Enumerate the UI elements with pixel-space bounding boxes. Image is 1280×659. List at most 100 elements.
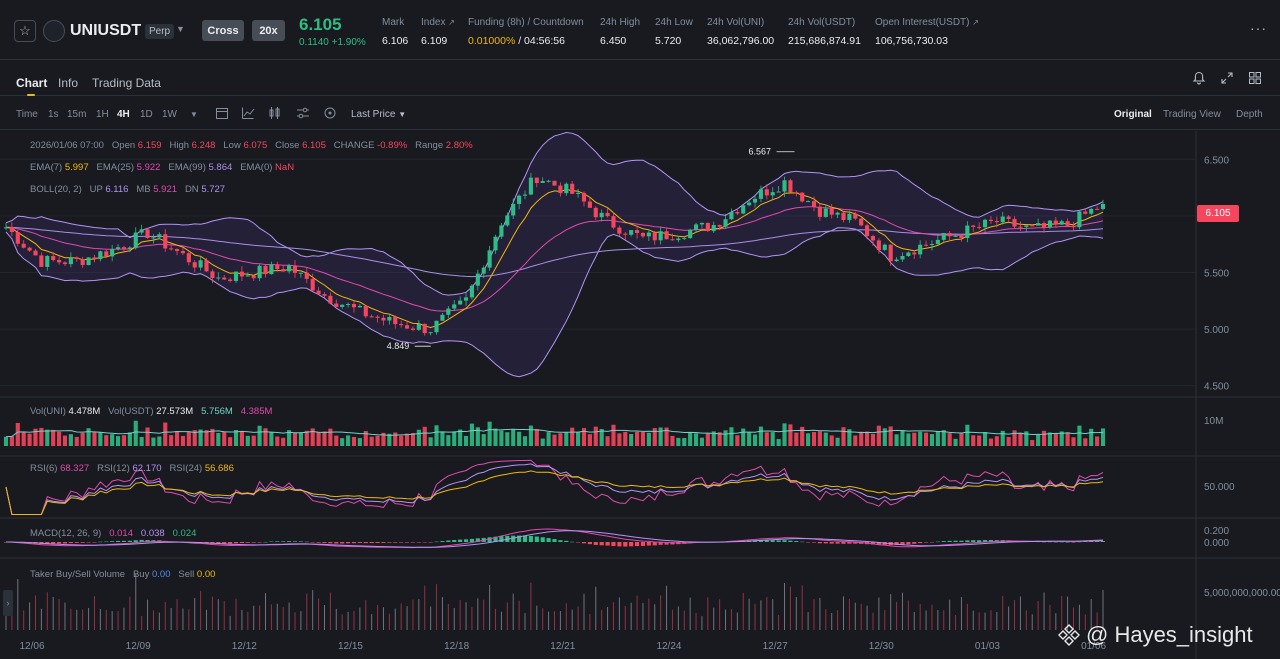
volume-bar [581, 428, 587, 446]
volume-bar [198, 429, 203, 446]
macd-histogram-bar [239, 542, 244, 544]
panel-collapse-handle[interactable]: › [3, 590, 13, 616]
volume-bar [104, 435, 109, 446]
price-axis-label: 5.000 [1204, 325, 1229, 336]
price-type-select[interactable]: Last Price ▼ [351, 109, 407, 120]
candle-body [1089, 208, 1094, 214]
volume-bar [770, 432, 775, 446]
candle-body [275, 264, 280, 270]
symbol-dropdown-icon[interactable]: ▼ [176, 24, 185, 34]
volume-bar [823, 432, 828, 446]
interval-1h[interactable]: 1H [96, 109, 109, 120]
volume-bar [387, 433, 392, 446]
volume-bar [86, 428, 91, 446]
price-axis-label: 4.500 [1204, 382, 1229, 393]
date-axis-label: 12/30 [869, 641, 894, 652]
view-depth[interactable]: Depth [1236, 109, 1263, 120]
date-axis-label: 12/21 [550, 641, 575, 652]
candle-body [192, 262, 197, 268]
candle-body [269, 264, 274, 275]
tab-info[interactable]: Info [58, 76, 79, 90]
watermark: @ Hayes_insight [1058, 622, 1253, 648]
target-icon[interactable] [323, 106, 337, 120]
interval-dropdown-icon[interactable]: ▼ [190, 110, 198, 119]
interval-4h[interactable]: 4H [117, 109, 130, 120]
candle-body [157, 234, 162, 238]
volume-bar [416, 429, 421, 446]
macd-histogram-bar [640, 542, 646, 546]
symbol-name[interactable]: UNIUSDT [70, 22, 142, 39]
macd-histogram-bar [788, 540, 793, 542]
volume-bar [900, 430, 905, 446]
candle-body [434, 320, 439, 333]
candle-style-icon[interactable] [268, 106, 282, 120]
favorite-star-icon[interactable]: ☆ [14, 20, 36, 42]
interval-1d[interactable]: 1D [140, 109, 153, 120]
expand-icon[interactable] [1220, 71, 1234, 85]
price-chart[interactable]: 6.5006.0005.5005.0004.5006.5674.84910M50… [0, 131, 1280, 659]
macd-histogram-bar [811, 542, 817, 543]
settings-sliders-icon[interactable] [296, 106, 310, 120]
candle-body [906, 252, 911, 256]
alert-bell-icon[interactable] [1192, 71, 1206, 85]
stat-open-interest[interactable]: Open Interest(USDT) ↗ 106,756,730.03 [875, 17, 979, 47]
volume-bar [180, 435, 185, 446]
volume-bar [1030, 440, 1035, 446]
candle-body [1018, 226, 1023, 228]
volume-bar [682, 437, 687, 446]
candle-body [605, 212, 610, 217]
candle-body [988, 219, 994, 222]
indicators-icon[interactable] [241, 106, 255, 120]
layout-grid-icon[interactable] [1248, 71, 1262, 85]
margin-mode-button[interactable]: Cross [202, 20, 244, 41]
leverage-button[interactable]: 20x [252, 20, 285, 41]
macd-histogram-bar [629, 542, 634, 547]
volume-bar [39, 427, 44, 446]
volume-bar [298, 432, 303, 446]
tab-chart[interactable]: Chart [16, 76, 48, 90]
macd-histogram-bar [452, 539, 457, 542]
macd-histogram-bar [228, 542, 233, 544]
volume-bar [1059, 431, 1064, 446]
macd-histogram-bar [982, 540, 988, 542]
candle-body [475, 273, 480, 286]
interval-1w[interactable]: 1W [162, 109, 177, 120]
volume-bar [859, 431, 864, 446]
macd-histogram-bar [617, 542, 622, 547]
volume-bar [693, 433, 699, 446]
volume-bar [847, 429, 852, 446]
candle-body [1012, 218, 1017, 227]
macd-histogram-bar [62, 542, 68, 544]
time-label[interactable]: Time [16, 109, 38, 120]
volume-bar [499, 430, 504, 446]
tab-trading-data[interactable]: Trading Data [92, 76, 161, 90]
more-options-icon[interactable]: ··· [1250, 20, 1267, 36]
candle-body [180, 251, 185, 254]
macd-histogram-bar [564, 540, 569, 542]
volume-bar [98, 432, 103, 446]
candle-body [888, 244, 893, 262]
volume-bar [222, 431, 227, 446]
volume-bar [1018, 432, 1023, 446]
macd-histogram-bar [941, 541, 946, 542]
macd-histogram-bar [935, 541, 940, 543]
view-original[interactable]: Original [1114, 109, 1152, 120]
macd-histogram-bar [68, 542, 73, 544]
candle-body [428, 332, 433, 334]
volume-bar [27, 433, 32, 446]
volume-bar [263, 428, 268, 446]
volume-bar [817, 431, 822, 446]
calendar-icon[interactable] [215, 106, 229, 120]
candle-body [239, 271, 244, 277]
interval-15m[interactable]: 15m [67, 109, 87, 120]
stat-index[interactable]: Index ↗ 6.109 [421, 17, 455, 47]
candle-body [1030, 225, 1035, 227]
candle-body [452, 304, 457, 309]
volume-bar [3, 436, 9, 446]
candle-body [747, 202, 752, 206]
macd-axis-label: 0.200 [1204, 526, 1229, 537]
volume-bar [646, 432, 651, 446]
volume-bar [375, 435, 380, 446]
view-trading-view[interactable]: Trading View [1163, 109, 1221, 120]
interval-1s[interactable]: 1s [48, 109, 59, 120]
